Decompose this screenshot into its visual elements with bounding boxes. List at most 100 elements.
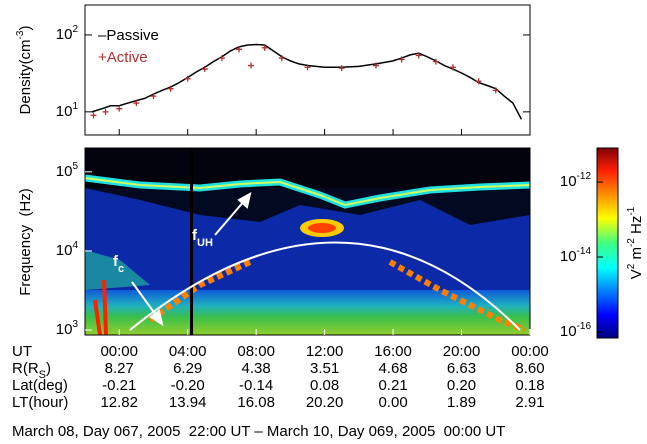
row-label: LT(hour): [12, 394, 68, 411]
density-line: [91, 43, 523, 120]
y-axis-title-part: Density(cm: [17, 39, 34, 114]
ephemeris-value: -0.14: [239, 377, 273, 394]
cross-marker: [90, 112, 97, 119]
spectrogram-image: [85, 148, 530, 335]
cross-marker: [304, 64, 311, 71]
colorbar-tick-label-base: 10: [560, 173, 577, 190]
ephemeris-value: 8.27: [105, 360, 134, 377]
colorbar-title-part: V: [628, 269, 645, 279]
ephemeris-value: 6.29: [173, 360, 202, 377]
cross-marker: [372, 62, 379, 69]
ephemeris-value: 0.00: [378, 394, 407, 411]
y-axis-title-part: -3: [15, 30, 26, 39]
colorbar-tick-label-exp: -16: [577, 321, 592, 332]
cross-marker: [449, 64, 456, 71]
row-label-part: LT(hour): [12, 394, 68, 411]
x-tick-label: 04:00: [169, 343, 207, 360]
annotation-part: f: [113, 253, 119, 270]
annotation-part: c: [118, 263, 124, 275]
colorbar-title-part: -2: [626, 238, 637, 247]
cross-marker: [432, 58, 439, 65]
x-tick-label: 00:00: [511, 343, 549, 360]
ephemeris-value: 1.89: [447, 394, 476, 411]
legend-label: Passive: [106, 27, 159, 44]
row-label: UT: [12, 343, 32, 360]
colorbar-tick-label-base: 10: [560, 248, 577, 265]
ephemeris-value: 0.21: [378, 377, 407, 394]
legend-symbol: +: [98, 49, 107, 66]
legend-entry: –Passive: [98, 27, 159, 44]
ephemeris-value: 3.51: [310, 360, 339, 377]
cross-marker: [102, 108, 109, 115]
cross-marker: [338, 65, 345, 72]
ephemeris-value: 4.68: [378, 360, 407, 377]
x-tick-label: 16:00: [374, 343, 412, 360]
colorbar-title-part: m: [628, 247, 645, 264]
y-axis-title: Frequency (Hz): [17, 188, 34, 296]
ephemeris-value: 8.60: [515, 360, 544, 377]
annotation: fUH: [192, 227, 213, 249]
y-tick-label-base: 10: [56, 26, 73, 43]
ephemeris-value: 0.08: [310, 377, 339, 394]
y-tick-label-base: 10: [56, 321, 73, 338]
ephemeris-value: 20.20: [306, 394, 344, 411]
cross-marker: [236, 46, 243, 53]
cross-marker: [218, 55, 225, 62]
ephemeris-value: -0.21: [102, 377, 136, 394]
ephemeris-value: -0.20: [171, 377, 205, 394]
row-label: R(RS): [12, 360, 51, 381]
y-tick-label: 102: [56, 24, 79, 43]
colorbar-tick-label-exp: -12: [577, 171, 592, 182]
cross-marker: [278, 55, 285, 62]
colorbar-title-part: -1: [626, 206, 637, 215]
x-tick-label: 20:00: [443, 343, 481, 360]
y-tick-label: 101: [56, 101, 79, 120]
colorbar-tick-label-base: 10: [560, 323, 577, 340]
y-tick-label-base: 10: [56, 242, 73, 259]
ephemeris-value: 0.18: [515, 377, 544, 394]
row-label: Lat(deg): [12, 377, 68, 394]
y-tick-label-exp: 4: [72, 240, 78, 251]
cross-marker: [248, 62, 255, 69]
annotation-part: UH: [197, 237, 213, 249]
x-tick-label: 08:00: [237, 343, 275, 360]
y-tick-label: 103: [56, 319, 79, 338]
row-label-part: ): [46, 360, 51, 377]
y-tick-label: 105: [56, 161, 79, 180]
ephemeris-value: 2.91: [515, 394, 544, 411]
colorbar-tick-label: 10-16: [560, 321, 592, 340]
ephemeris-value: 12.82: [100, 394, 138, 411]
y-tick-label-base: 10: [56, 163, 73, 180]
colorbar-title-part: 2: [626, 263, 637, 269]
legend-symbol: –: [98, 27, 107, 44]
colorbar-tick-label: 10-14: [560, 246, 592, 265]
cross-marker: [167, 85, 174, 92]
y-axis-title-part: ): [17, 26, 34, 31]
ephemeris-value: 0.20: [447, 377, 476, 394]
cross-marker: [150, 93, 157, 100]
cross-marker: [184, 75, 191, 82]
y-axis-title: Density(cm-3): [15, 26, 34, 115]
cross-marker: [116, 105, 123, 112]
ephemeris-value: 16.08: [237, 394, 275, 411]
y-tick-label-exp: 1: [72, 101, 78, 112]
y-tick-label-exp: 3: [72, 319, 78, 330]
y-tick-label-exp: 5: [72, 161, 78, 172]
ephemeris-value: 13.94: [169, 394, 207, 411]
ephemeris-value: 6.63: [447, 360, 476, 377]
row-label-part: Lat(deg): [12, 377, 68, 394]
legend-label: Active: [107, 49, 148, 66]
cross-marker: [415, 52, 422, 59]
colorbar-tick-label-exp: -14: [577, 246, 592, 257]
colorbar: [596, 147, 619, 339]
ephemeris-value: 4.38: [242, 360, 271, 377]
cross-marker: [475, 78, 482, 85]
caption: March 08, Day 067, 2005 22:00 UT – March…: [12, 423, 505, 440]
cross-marker: [492, 87, 499, 94]
annotation-arrows: [131, 192, 252, 327]
cross-marker: [398, 56, 405, 63]
x-tick-label: 12:00: [306, 343, 344, 360]
colorbar-title-part: Hz: [628, 216, 645, 239]
x-tick-label: 00:00: [100, 343, 138, 360]
